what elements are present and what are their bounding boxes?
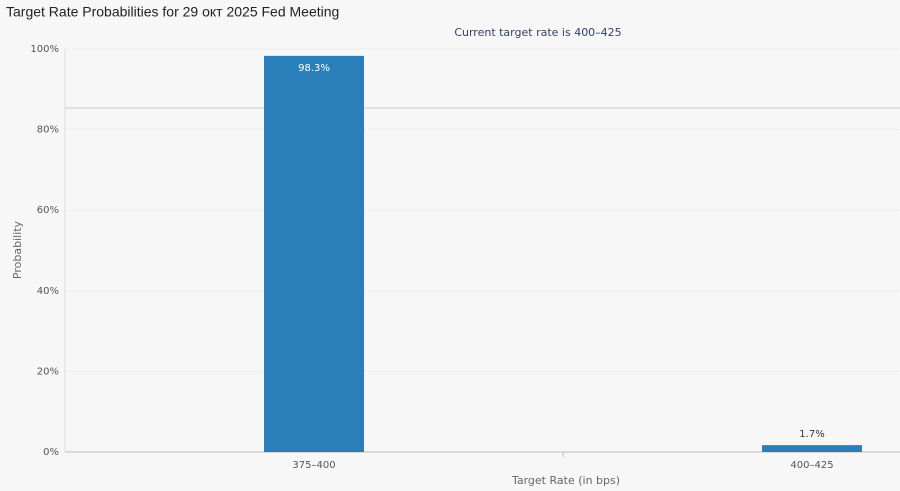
x-axis-title: Target Rate (in bps) — [511, 474, 620, 487]
y-tick-label: 60% — [37, 205, 59, 216]
value-label: 98.3% — [298, 63, 330, 74]
y-axis-title: Probability — [11, 220, 24, 279]
chart-subtitle: Current target rate is 400–425 — [454, 26, 621, 39]
bar — [264, 55, 364, 452]
y-tick-label: 0% — [43, 447, 59, 458]
y-tick-label: 20% — [37, 366, 59, 377]
y-tick-label: 80% — [37, 125, 59, 136]
y-tick-label: 100% — [30, 44, 59, 55]
chart-title: Target Rate Probabilities for 29 окт 202… — [6, 4, 339, 20]
x-tick-label: 400–425 — [790, 460, 833, 471]
x-tick-label: 375–400 — [292, 460, 335, 471]
bar — [762, 445, 862, 452]
value-label: 1.7% — [799, 429, 824, 440]
y-tick-label: 40% — [37, 286, 59, 297]
